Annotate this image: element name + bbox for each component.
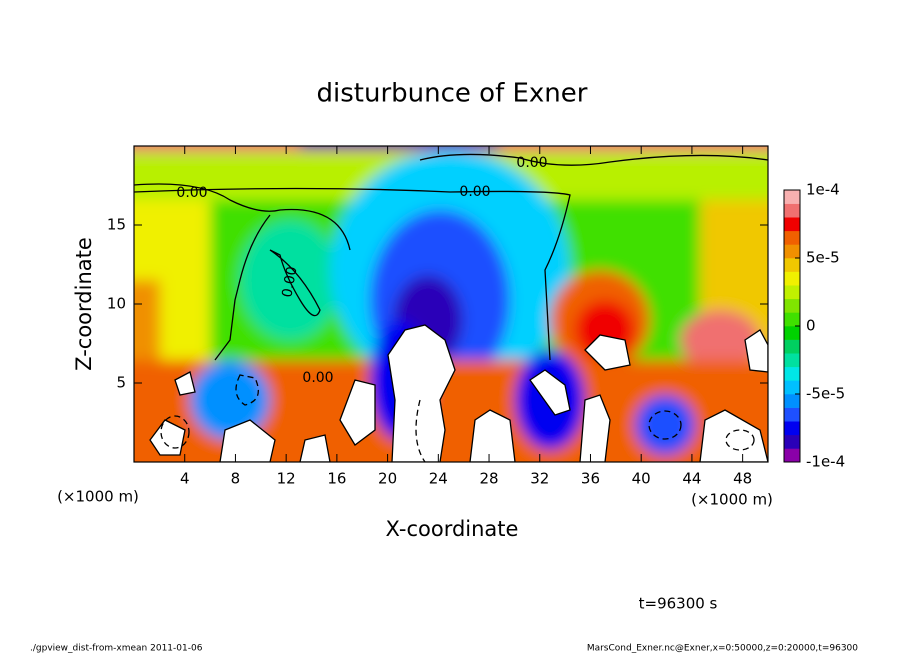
colorbar-tick-label: -1e-4	[806, 453, 845, 471]
colorbar-band	[784, 217, 800, 232]
colorbar-band	[784, 285, 800, 300]
y-tick-label: 15	[107, 216, 126, 234]
x-tick-label: 32	[530, 470, 549, 488]
colorbar-band	[784, 380, 800, 395]
field	[134, 146, 768, 462]
x-tick-label: 28	[479, 470, 498, 488]
colorbar-band	[784, 258, 800, 272]
colorbar-tick-label: -5e-5	[806, 385, 845, 403]
contour-label: 0.00	[459, 184, 490, 200]
colorbar-band	[784, 339, 800, 354]
colorbar-tick-label: 0	[806, 317, 816, 335]
x-axis-label: X-coordinate	[386, 517, 519, 541]
annotation: t=96300 s	[639, 595, 718, 613]
colorbar-band	[784, 434, 800, 449]
colorbar-band	[784, 312, 800, 327]
colorbar-band	[784, 366, 800, 381]
colorbar-tick-label: 1e-4	[806, 181, 840, 199]
colorbar-band	[784, 190, 800, 204]
x-tick-label: 16	[327, 470, 346, 488]
chart-title: disturbunce of Exner	[317, 79, 588, 109]
y-axis-label: Z-coordinate	[72, 237, 96, 371]
contour-label: 0.00	[176, 185, 207, 201]
colorbar-tick-label: 5e-5	[806, 249, 840, 267]
x-tick-label: 48	[733, 470, 752, 488]
footer-left: ./gpview_dist-from-xmean 2011-01-06	[30, 644, 203, 654]
x-tick-label: 20	[378, 470, 397, 488]
colorbar-band	[784, 448, 800, 463]
footer-right: MarsCond_Exner.nc@Exner,x=0:50000,z=0:20…	[587, 644, 858, 654]
x-unit-label: (×1000 m)	[57, 488, 139, 506]
colorbar-band	[784, 407, 800, 422]
x-tick-label: 8	[231, 470, 241, 488]
colorbar-band	[784, 326, 800, 340]
y-tick-label: 5	[116, 374, 126, 392]
colorbar-band	[784, 203, 800, 218]
x-tick-label: 4	[180, 470, 190, 488]
colorbar-band	[784, 244, 800, 259]
contour-label: 0.00	[279, 265, 300, 298]
colorbar-band	[784, 353, 800, 368]
colorbar-band	[784, 230, 800, 245]
contour-label: 0.00	[302, 370, 333, 386]
contour-label: 0.00	[516, 155, 547, 171]
x-tick-label: 12	[277, 470, 296, 488]
x-tick-label: 44	[682, 470, 701, 488]
colorbar-band	[784, 394, 800, 408]
x-unit-label: (×1000 m)	[691, 491, 773, 509]
colorbar-band	[784, 271, 800, 286]
y-tick-label: 10	[107, 295, 126, 313]
colorbar-band	[784, 421, 800, 436]
colorbar-band	[784, 298, 800, 313]
x-tick-label: 40	[632, 470, 651, 488]
x-tick-label: 36	[581, 470, 600, 488]
x-tick-label: 24	[429, 470, 448, 488]
